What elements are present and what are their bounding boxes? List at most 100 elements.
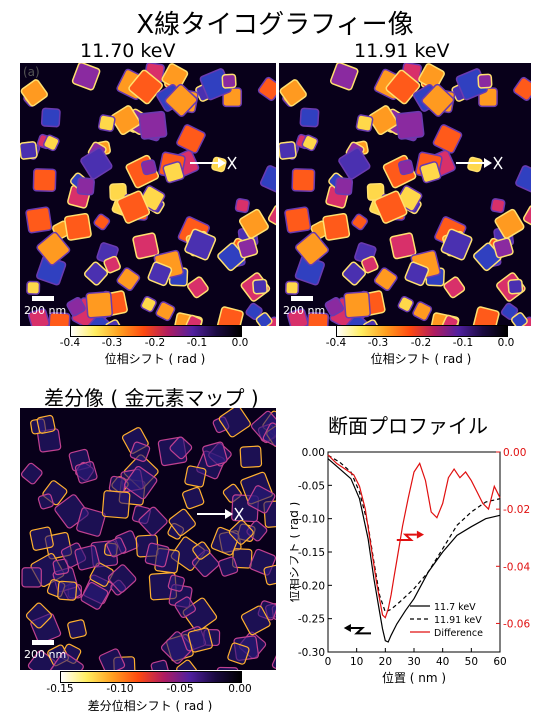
particle-mark [291,168,316,192]
particle-mark [306,311,330,326]
ptychography-image-11-70kev: (a) 200 nm [20,63,276,326]
particle-field-left [20,63,276,326]
particle-mark [218,408,251,438]
particle-mark [36,231,71,266]
particle-mark [174,596,196,618]
y-right-tick-label: -0.02 [503,504,530,516]
particle-mark [279,141,297,160]
scale-bar-label: 200 nm [24,648,67,661]
particle-mark [20,79,48,107]
colorbar-tick: -0.10 [106,683,134,695]
particle-mark [123,465,158,500]
particle-mark [490,198,506,214]
particle-mark [237,237,259,259]
particle-mark [511,312,528,326]
figure-title: X線タイコグラフィー像 [136,10,414,40]
particle-mark [132,232,160,260]
y-right-tick-label: 0.00 [503,447,526,459]
particle-mark [368,105,399,136]
energy-label-right: 11.91 keV [354,40,450,62]
colorbar-label-left: 位相シフト ( rad ) [104,352,206,366]
profile-title: 断面プロファイル [328,414,488,438]
particle-mark [74,460,98,484]
particle-mark [374,190,408,224]
particle-mark [218,556,239,577]
particle-mark [324,297,344,317]
particle-mark [279,79,307,107]
particle-mark [515,165,531,194]
particle-mark [155,301,176,322]
particle-mark [40,107,61,128]
particle-mark [187,276,209,299]
particle-mark [322,212,351,241]
particle-mark [187,627,213,653]
panel-label-a: (a) [23,65,40,79]
colorbar-tick: -0.2 [410,337,432,349]
particle-mark [245,302,263,321]
x-tick-label: 40 [436,656,449,668]
particle-mark [221,73,237,89]
y-left-tick-label: -0.10 [298,514,325,526]
particle-mark [395,110,425,140]
particle-mark [71,63,101,91]
particle-mark [128,69,163,105]
y-left-tick-label: -0.15 [298,547,325,559]
particle-mark [472,306,500,326]
colorbar-difference [60,671,242,683]
particle-mark [234,198,250,214]
particle-mark [76,177,95,196]
particle-field-difference [20,408,276,670]
colorbar-label-difference: 差分位相シフト ( rad ) [87,699,213,713]
particle-mark [267,204,276,229]
x-tick-label: 60 [493,656,506,668]
particle-mark [80,581,109,610]
red-arrow-head-icon [416,530,425,539]
arrow-icon [454,155,504,174]
particle-mark [57,580,78,601]
particle-mark [252,278,268,295]
particle-mark [74,544,100,571]
particle-mark [185,314,203,326]
particle-mark [21,567,42,588]
colorbar-tick: -0.3 [367,337,389,349]
colorbar-tick: -0.4 [325,337,347,349]
y-left-tick-label: -0.05 [298,480,325,492]
black-arrow-head-icon [343,624,351,632]
particle-mark [257,76,276,101]
particle-mark [140,296,157,313]
legend-entry: 11.91 keV [434,615,482,626]
particle-mark [239,445,263,469]
difference-image-title: 差分像 ( 金元素マップ ) [44,386,259,410]
black-arrow-icon [350,627,371,635]
particle-mark [103,255,121,274]
particle-mark [361,255,379,274]
particle-mark [147,261,173,287]
particle-mark [262,422,276,448]
red-arrow-icon [396,533,417,541]
particle-mark [299,107,320,128]
particle-mark [25,602,52,629]
particle-mark [216,306,244,326]
particle-mark [295,231,329,266]
particle-mark [263,564,276,586]
particle-mark [492,237,514,259]
particle-mark [20,141,38,160]
particle-mark [507,278,524,295]
scale-bar [291,296,313,301]
particle-mark [20,462,43,485]
particle-mark [227,642,250,665]
particle-mark [116,267,141,291]
particle-mark [76,507,106,537]
particle-mark [184,228,217,261]
particle-mark [239,208,269,239]
x-tick-label: 10 [350,656,363,668]
particle-mark [247,485,276,514]
particle-mark [513,76,531,101]
y-left-tick-label: -0.25 [298,614,325,626]
particle-mark [169,436,193,460]
y-right-tick-label: -0.06 [503,618,530,630]
colorbar-right [336,325,508,337]
particle-mark [443,276,466,299]
particle-mark [362,319,380,326]
series-line-2 [327,454,501,619]
